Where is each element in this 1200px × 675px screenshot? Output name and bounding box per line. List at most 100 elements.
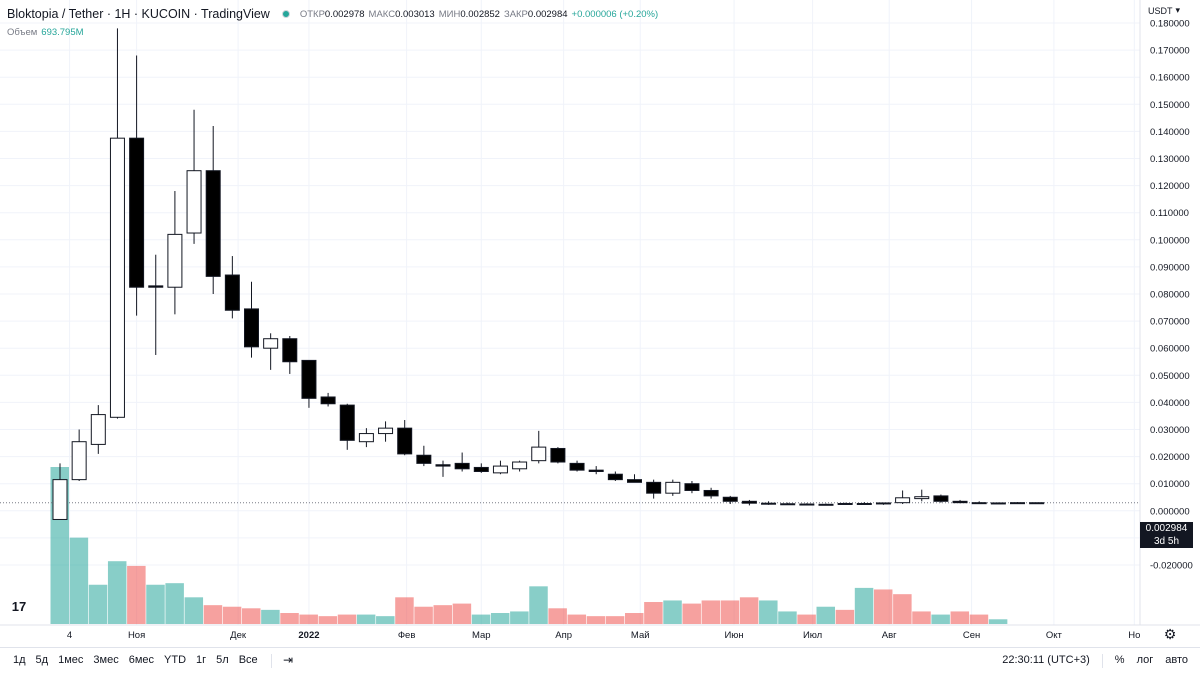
symbol-title[interactable]: Bloktopia / Tether · 1H · KUCOIN · Tradi… [7, 7, 270, 21]
candle-body [244, 308, 259, 348]
close-label: ЗАКР [503, 8, 528, 20]
candle-body [780, 503, 796, 506]
price-tick-label: 0.060000 [1150, 344, 1190, 355]
candle-body [531, 446, 547, 462]
volume-bar [797, 614, 816, 624]
volume-bar [644, 602, 663, 624]
time-tick-label: Сен [963, 630, 980, 641]
range-button[interactable]: 3мес [93, 654, 119, 666]
open-value: 0.002978 [324, 8, 365, 20]
tradingview-logo[interactable]: 17 [8, 596, 30, 618]
price-tick-label: 0.170000 [1150, 46, 1190, 57]
range-button[interactable]: 1д [13, 654, 26, 666]
candles [52, 28, 1045, 520]
price-tick-label: 0.130000 [1150, 154, 1190, 165]
time-tick-label: 2022 [298, 630, 319, 641]
grid [0, 0, 1140, 625]
volume-bar [127, 565, 146, 624]
volume-legend[interactable]: Объем 693.795M [7, 27, 84, 38]
toolbar-divider [1101, 654, 1103, 668]
price-tick-label: 0.000000 [1150, 506, 1190, 517]
candle-body [282, 338, 298, 363]
price-axis: 0.180000 0.170000 0.160000 0.150000 0.140000… [1150, 19, 1193, 572]
time-tick-label: Май [631, 630, 650, 641]
auto-toggle[interactable]: авто [1165, 654, 1188, 666]
time-tick-label: Авг [882, 630, 897, 641]
candle-body [109, 137, 125, 418]
volume-bar [893, 594, 912, 624]
price-tick-label: 0.040000 [1150, 398, 1190, 409]
candle-body [971, 502, 987, 505]
volume-bar [625, 613, 644, 624]
candle-body [550, 447, 566, 463]
volume-bar [165, 583, 184, 624]
time-tick-label: Апр [555, 630, 572, 641]
candle-body [741, 500, 757, 504]
time-tick-label: Мар [472, 630, 491, 641]
candle-body [1029, 502, 1045, 505]
chart-canvas[interactable]: 0.180000 0.170000 0.160000 0.150000 0.140000… [0, 0, 1200, 647]
price-tick-label: 0.110000 [1150, 208, 1189, 219]
candle-body [473, 466, 489, 473]
volume-bar [510, 611, 529, 624]
range-button[interactable]: 6мес [128, 654, 155, 666]
time-tick-label: 4 [67, 630, 72, 641]
gear-icon[interactable]: ⚙ [1163, 626, 1177, 642]
candle-body [52, 479, 68, 520]
market-status-icon [281, 10, 290, 18]
volume-bar [816, 606, 835, 624]
volume-bar [471, 614, 491, 624]
change-value: +0.000006 (+0.20%) [571, 8, 659, 20]
bottom-toolbar: 1д 5д 1мес 3мес 6мес YTD 1г 5л Все ⇥ 22:30:11 (U… [0, 647, 1200, 675]
volume-bar [835, 609, 855, 624]
volume-bar [529, 586, 548, 624]
volume-bar [739, 597, 759, 624]
percent-toggle[interactable]: % [1114, 654, 1125, 666]
candle-body [799, 503, 815, 506]
candle-body [378, 427, 394, 435]
volume-bar [778, 611, 797, 624]
range-button[interactable]: 5д [35, 654, 49, 666]
time-tick-label: Ноя [128, 630, 145, 641]
candle-body [320, 396, 336, 405]
candle-body [454, 462, 470, 470]
time-tick-label: Но [1128, 630, 1140, 641]
price-tick-label: 0.120000 [1150, 181, 1190, 192]
candle-body [722, 496, 738, 502]
volume-bar [988, 619, 1008, 624]
range-button[interactable]: 1мес [58, 654, 84, 666]
price-tick-label: 0.100000 [1150, 235, 1190, 246]
candle-body [952, 500, 968, 504]
range-button[interactable]: YTD [164, 654, 187, 666]
candle-body [263, 338, 279, 349]
clock-timezone[interactable]: 22:30:11 (UTC+3) [1002, 654, 1090, 666]
last-price-label: 0.002984 3d 5h [1140, 522, 1193, 548]
range-buttons: 1д 5д 1мес 3мес 6мес YTD 1г 5л Все [13, 654, 258, 666]
currency-selector[interactable]: USDT ▾ [1148, 5, 1180, 16]
high-label: МАКС [368, 8, 396, 20]
candle-body [129, 137, 145, 288]
volume-bar [146, 584, 165, 624]
price-tick-label: 0.180000 [1150, 19, 1190, 30]
range-button[interactable]: 1г [196, 654, 207, 666]
candle-body [933, 495, 949, 502]
toolbar-right: 22:30:11 (UTC+3) % лог авто [1002, 654, 1188, 668]
volume-bar [759, 600, 778, 624]
candle-body [875, 502, 891, 505]
volume-bar [567, 614, 587, 624]
volume-bar [337, 614, 357, 624]
range-button[interactable]: 5л [216, 654, 229, 666]
candle-body [492, 465, 508, 474]
price-tick-label: 0.070000 [1150, 317, 1190, 328]
volume-bar [107, 561, 127, 624]
volume-bar [701, 600, 721, 624]
time-tick-label: Дек [230, 630, 247, 641]
range-button[interactable]: Все [238, 654, 258, 666]
calendar-goto-icon[interactable]: ⇥ [283, 653, 294, 667]
close-value: 0.002984 [527, 8, 568, 20]
volume-bar [950, 611, 970, 624]
log-toggle[interactable]: лог [1136, 654, 1154, 666]
logo-text: 17 [11, 599, 27, 614]
volume-bar [969, 614, 989, 624]
volume-bar [318, 616, 338, 624]
